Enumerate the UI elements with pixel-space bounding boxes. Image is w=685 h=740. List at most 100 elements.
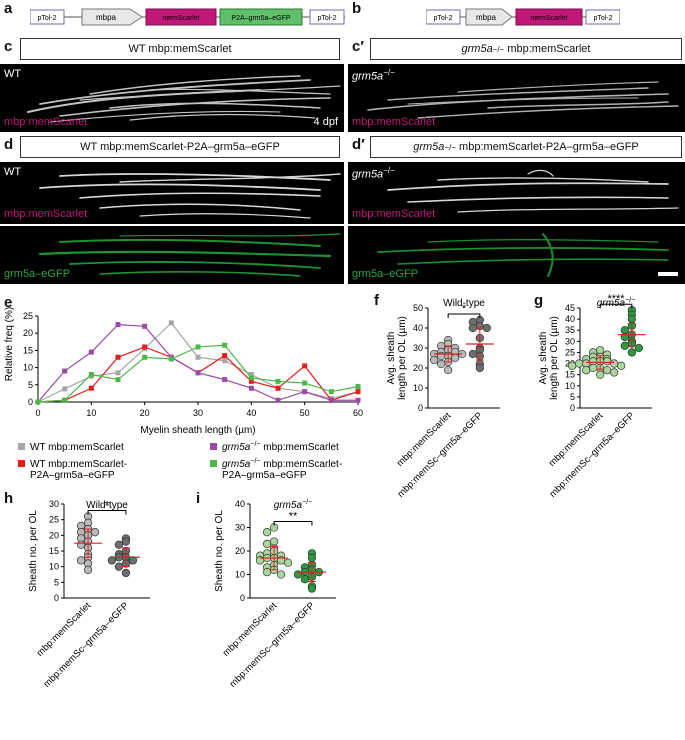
chart-f-data-point [444,365,453,375]
chart-f-y-tick-label: 40 [413,323,423,333]
chart-i-ylabel: Sheath no. per OL [214,510,225,592]
chart-e-point [62,397,68,403]
chart-h-ylabel: Sheath no. per OL [28,510,39,592]
micro-d-prime-sup: −/− [383,166,395,175]
chart-g-y-tick-label: 15 [565,370,575,380]
chart-e-legend-label: grm5a−/− mbp:memScarlet- [222,458,342,470]
chart-g-data-point [568,361,577,370]
chart-g-y-tick-label: 25 [565,347,575,357]
chart-e-series [35,320,361,405]
chart-h-y-tick-label: 10 [49,562,59,572]
chart-h-data-point [128,556,138,565]
chart-g-y-tick-label: 0 [570,403,575,413]
chart-e-point [222,358,228,364]
construct-b-diagram: pTol-2 mbpa memScarlet pTol-2 [426,8,620,26]
chart-i-data-point [262,567,272,577]
chart-g-y-tick-label: 5 [570,392,575,402]
chart-e-legend-swatch [18,460,25,467]
construct-b-ptol-left: pTol-2 [433,15,452,22]
chart-i-data-point [269,537,279,546]
construct-a-ptol-right: pTol-2 [317,15,336,22]
chart-h-data-point [114,540,124,549]
micrograph-d-prime-memscarlet: grm5a−/− mbp:memScarlet [348,162,685,224]
chart-e-y-tick-label: 20 [23,328,33,338]
construct-a-diagram: pTol-2 mbpa memScarlet P2A–grm5a–eGFP pT… [30,8,345,26]
chart-i-significance-bracket [273,521,313,526]
chart-i-data-point [307,584,317,593]
chart-h-title: Wild-type [86,500,128,511]
panel-letter-f: f [374,292,379,309]
chart-e-legend-label: WT mbp:memScarlet- [30,459,127,470]
chart-h-y-tick-label: 30 [49,499,59,509]
chart-g-data-point [620,341,629,350]
micrograph-c-prime: grm5a−/− mbp:memScarlet [348,64,685,132]
chart-e-x-tick-label: 20 [140,408,150,418]
chart-e-ylabel: Relative freq (%) [4,307,15,381]
chart-e-axes: 0 10 20 30 40 50 60 0 5 10 15 20 25 [23,311,363,418]
micrograph-d-egfp: grm5a–eGFP [0,226,344,284]
micro-d-prime-green-channel: grm5a–eGFP [352,268,419,280]
chart-e-legend-swatch [18,443,25,450]
chart-i-data-point [262,528,272,537]
chart-e-point [142,354,148,360]
micrograph-d-prime-egfp: grm5a–eGFP [348,226,685,284]
chart-f-data-point [430,355,439,365]
chart-e-y-tick-label: 5 [28,380,33,390]
chart-h-data-point [76,540,86,549]
chart-e-point [248,378,254,384]
header-c-prime-gene: grm5a [461,43,493,55]
chart-e-point [195,344,201,350]
micro-c-prime-gene: grm5a [352,70,384,83]
chart-e-point [115,322,121,328]
chart-e-x-tick-label: 50 [300,408,310,418]
micro-c-prime-channel: mbp:memScarlet [352,116,436,128]
chart-g-data-point [610,359,619,368]
chart-e-legend-label-line2: P2A–grm5a–eGFP [222,470,307,480]
panel-letter-i: i [196,490,201,507]
micro-d-prime-genotype: grm5a−/− [352,166,395,181]
scale-bar [658,272,678,276]
panel-letter-d: d [4,136,14,153]
chart-f-data-point [468,323,477,333]
chart-f-ylabel: length per OL (µm) [397,316,408,400]
construct-b-memscarlet: memScarlet [530,15,567,22]
chart-e-x-tick-label: 30 [193,408,203,418]
construct-a-p2a: P2A–grm5a–eGFP [231,15,290,22]
chart-e-point [302,363,308,369]
chart-g-ylabel: length per OL (µm) [549,316,560,400]
chart-i-data-point [283,558,293,567]
header-d-prime-text: mbp:memScarlet-P2A–grm5a–eGFP [455,141,639,153]
chart-e-x-tick-label: 40 [246,408,256,418]
chart-g-data-point [596,370,605,379]
chart-e-point [248,371,254,377]
chart-f-y-tick-label: 30 [413,343,423,353]
chart-g-data-point [582,366,591,375]
chart-e-point [115,377,121,383]
chart-e-x-tick-label: 60 [353,408,363,418]
chart-h-y-tick-label: 15 [49,546,59,556]
header-d-prime-gene: grm5a [413,141,445,153]
chart-e-y-tick-label: 0 [28,397,33,407]
chart-f-category-label: mbp:memScarlet [395,410,454,469]
chart-h-data-point [121,537,131,546]
chart-f-data-point [437,351,446,361]
chart-e-point [248,375,254,381]
construct-a-ptol-left: pTol-2 [37,15,56,22]
chart-h-data-point [90,528,100,537]
chart-e-legend: WT mbp:memScarlet grm5a−/− mbp:memScarlet… [18,441,342,480]
chart-e-point [355,384,361,390]
chart-f-significance-label: * [462,303,467,315]
chart-i-data-point [262,539,272,549]
header-d-text: WT mbp:memScarlet-P2A–grm5a–eGFP [80,141,280,153]
chart-h-data-point [107,556,117,565]
chart-e-point [275,378,281,384]
panel-letter-h: h [4,490,14,507]
chart-h-data-point [121,568,131,578]
chart-e-point [222,377,228,383]
chart-e-point [275,385,281,391]
chart-h-y-tick-label: 25 [49,515,59,525]
chart-i-data-point [300,575,310,584]
chart-h-y-tick-label: 20 [49,530,59,540]
micro-d-green-channel: grm5a–eGFP [4,268,71,280]
chart-g-data-point [589,363,598,373]
